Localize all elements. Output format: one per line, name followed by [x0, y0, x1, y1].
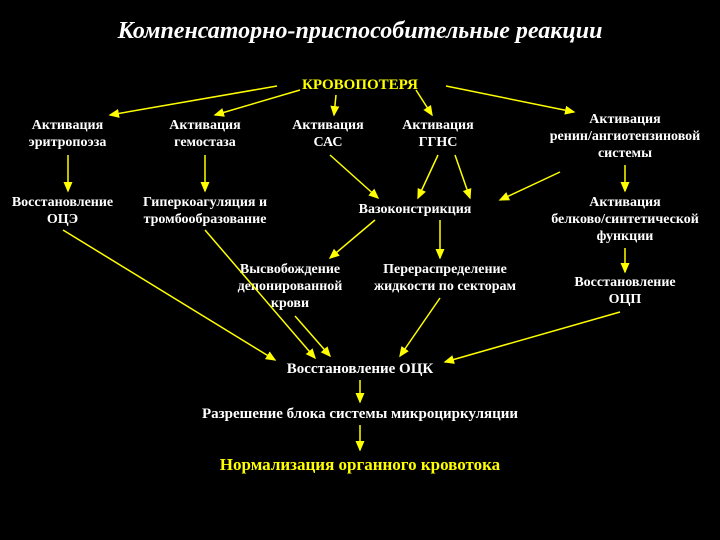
node-redistr: Перераспределение жидкости по секторам — [360, 262, 530, 296]
node-act-renin: Активация ренин/ангиотензиновой системы — [535, 112, 715, 162]
node-release: Высвобождение депонированной крови — [220, 262, 360, 312]
node-rest-ocp: Восстановление ОЦП — [555, 275, 695, 309]
diagram-title: Компенсаторно-приспособительные реакции — [0, 18, 720, 45]
node-krov: КРОВОПОТЕРЯ — [260, 76, 460, 94]
node-rest-ock: Восстановление ОЦК — [200, 360, 520, 378]
node-act-sas: Активация САС — [278, 118, 378, 152]
node-act-hemo: Активация гемостаза — [150, 118, 260, 152]
node-vasoconstr: Вазоконстрикция — [330, 202, 500, 219]
node-resolve: Разрешение блока системы микроциркуляции — [160, 405, 560, 423]
node-rest-oce: Восстановление ОЦЭ — [0, 195, 125, 229]
node-act-protein: Активация белково/синтетической функции — [535, 195, 715, 245]
node-act-eryth: Активация эритропоэза — [10, 118, 125, 152]
node-hypercoag: Гиперкоагуляция и тромбообразование — [125, 195, 285, 229]
node-act-ggns: Активация ГГНС — [388, 118, 488, 152]
node-normalize: Нормализация органного кровотока — [160, 455, 560, 475]
